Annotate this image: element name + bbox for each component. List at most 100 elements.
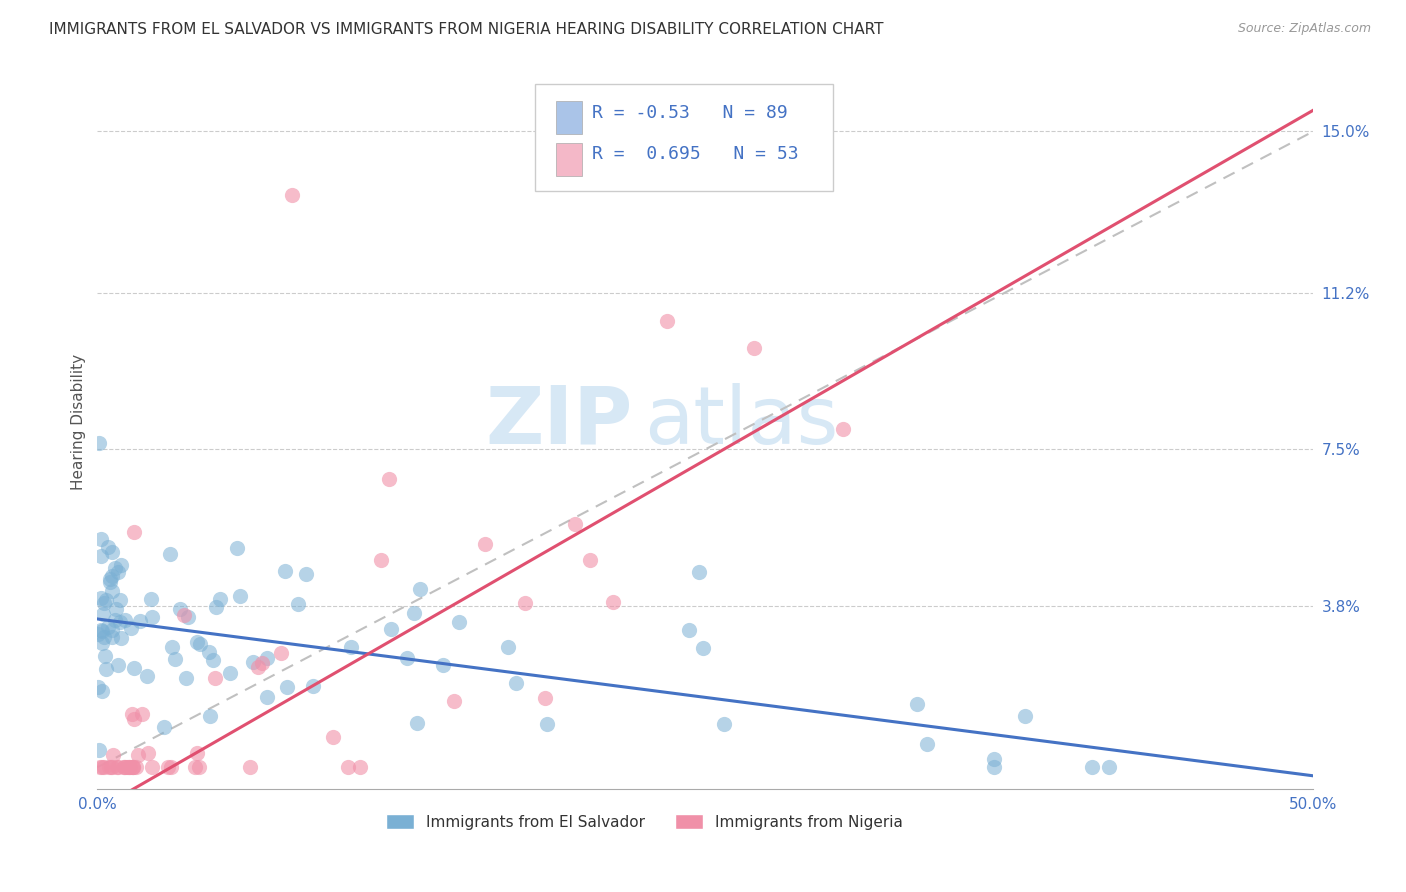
Point: [380, 623, 402, 637]
Point: [692, 641, 714, 656]
Point: [205, 600, 228, 615]
Point: [276, 680, 298, 694]
Point: [287, 597, 309, 611]
Point: [141, 592, 163, 607]
Point: [96, 662, 118, 676]
Point: [87, 680, 110, 694]
Point: [578, 552, 600, 566]
Point: [121, 706, 143, 721]
FancyBboxPatch shape: [555, 101, 582, 134]
Point: [97, 620, 120, 634]
Point: [678, 623, 700, 637]
Point: [141, 610, 163, 624]
Point: [135, 669, 157, 683]
Point: [657, 314, 679, 328]
Text: atlas: atlas: [644, 383, 839, 461]
Point: [169, 602, 191, 616]
Point: [349, 760, 371, 774]
Point: [474, 537, 496, 551]
Point: [432, 657, 454, 672]
Point: [163, 652, 186, 666]
Point: [94, 648, 117, 663]
Point: [188, 637, 211, 651]
Point: [983, 760, 1005, 774]
Point: [90, 635, 112, 649]
Point: [101, 545, 124, 559]
FancyBboxPatch shape: [555, 143, 582, 176]
Text: Source: ZipAtlas.com: Source: ZipAtlas.com: [1237, 22, 1371, 36]
Point: [250, 657, 273, 671]
Point: [131, 706, 153, 721]
Point: [202, 653, 225, 667]
Point: [274, 564, 297, 578]
Point: [1080, 760, 1102, 774]
Point: [238, 760, 260, 774]
Point: [141, 760, 163, 774]
FancyBboxPatch shape: [536, 85, 832, 191]
Point: [96, 593, 118, 607]
Point: [186, 746, 208, 760]
Text: R = -0.53   N = 89: R = -0.53 N = 89: [592, 104, 787, 122]
Point: [103, 747, 125, 762]
Point: [159, 547, 181, 561]
Point: [98, 760, 121, 774]
Point: [505, 675, 527, 690]
Point: [93, 596, 115, 610]
Point: [97, 540, 120, 554]
Point: [105, 601, 128, 615]
Point: [229, 589, 252, 603]
Point: [536, 717, 558, 731]
Point: [281, 188, 304, 202]
Point: [157, 760, 180, 774]
Point: [117, 760, 139, 774]
Point: [186, 635, 208, 649]
Point: [162, 640, 184, 655]
Point: [98, 572, 121, 586]
Point: [905, 697, 928, 711]
Point: [247, 660, 270, 674]
Point: [100, 760, 122, 774]
Point: [256, 650, 278, 665]
Point: [219, 666, 242, 681]
Point: [90, 684, 112, 698]
Point: [121, 760, 143, 774]
Point: [103, 613, 125, 627]
Point: [100, 760, 122, 774]
Point: [402, 606, 425, 620]
Point: [1098, 760, 1121, 774]
Point: [101, 569, 124, 583]
Point: [105, 760, 128, 774]
Point: [112, 760, 135, 774]
Point: [370, 553, 392, 567]
Point: [242, 655, 264, 669]
Point: [90, 623, 112, 637]
Point: [87, 743, 110, 757]
Point: [87, 436, 110, 450]
Point: [120, 760, 142, 774]
Y-axis label: Hearing Disability: Hearing Disability: [72, 354, 86, 490]
Point: [107, 760, 129, 774]
Point: [91, 624, 114, 639]
Point: [101, 584, 124, 599]
Point: [832, 422, 855, 436]
Point: [322, 731, 344, 745]
Point: [107, 565, 129, 579]
Text: R =  0.695   N = 53: R = 0.695 N = 53: [592, 145, 799, 163]
Point: [447, 615, 470, 629]
Point: [90, 549, 112, 564]
Point: [121, 760, 143, 774]
Point: [498, 640, 520, 654]
Point: [160, 760, 183, 774]
Point: [90, 591, 112, 605]
Point: [340, 640, 363, 654]
Point: [127, 747, 149, 762]
Point: [174, 671, 197, 685]
Point: [302, 680, 325, 694]
Point: [198, 709, 221, 723]
Point: [136, 746, 159, 760]
Text: IMMIGRANTS FROM EL SALVADOR VS IMMIGRANTS FROM NIGERIA HEARING DISABILITY CORREL: IMMIGRANTS FROM EL SALVADOR VS IMMIGRANT…: [49, 22, 884, 37]
Point: [409, 582, 432, 597]
Point: [173, 608, 195, 623]
Point: [226, 541, 249, 555]
Point: [513, 596, 536, 610]
